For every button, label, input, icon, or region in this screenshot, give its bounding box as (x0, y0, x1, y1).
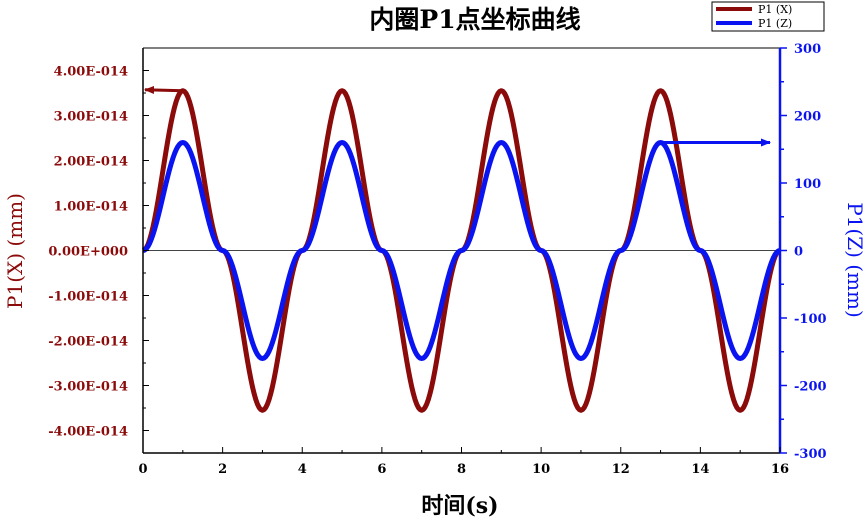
x-tick-label-4: 8 (457, 462, 466, 477)
x-tick-label-7: 14 (691, 462, 709, 477)
y-left-tick-label-1: 3.00E-014 (54, 110, 128, 125)
y-left-tick-label-2: 2.00E-014 (54, 155, 128, 170)
legend-box (711, 1, 825, 32)
x-tick-label-8: 16 (771, 462, 789, 477)
y-left-tick-label-3: 1.00E-014 (54, 200, 128, 215)
chart-title: 内圈P1点坐标曲线 (369, 5, 580, 34)
plot-area: 0 2 4 6 8 10 12 14 16 4.00E-014 3.00E-014 2.00E-014… (48, 42, 826, 477)
y-left-tick-label-0: 4.00E-014 (54, 65, 128, 80)
x-axis-label: 时间(s) (421, 493, 498, 518)
y-left-tick-label-7: -3.00E-014 (48, 380, 128, 395)
left-axis-arrow (144, 85, 183, 94)
y-left-tick-label-5: -1.00E-014 (48, 290, 128, 305)
y-left-tick-label-8: -4.00E-014 (48, 425, 128, 440)
x-tick-label-2: 4 (298, 462, 307, 477)
y-right-tick-label-5: -200 (794, 380, 827, 395)
x-tick-label-6: 12 (612, 462, 630, 477)
series-line-1 (142, 140, 781, 361)
legend: P1 (X) P1 (Z) (711, 1, 825, 32)
x-tick-label-0: 0 (138, 462, 147, 477)
legend-label-p1z: P1 (Z) (758, 17, 792, 30)
x-tick-label-5: 10 (532, 462, 550, 477)
x-tick-label-3: 6 (377, 462, 386, 477)
y-right-tick-label-6: -300 (794, 447, 827, 462)
y-left-tick-label-4: 0.00E+000 (48, 245, 128, 260)
x-tick-label-1: 2 (218, 462, 227, 477)
y-axis-label-left: P1(X) (mm) (3, 193, 27, 309)
y-axis-label-right: P1(Z) (mm) (843, 202, 867, 318)
y-right-tick-label-3: 0 (794, 245, 803, 260)
y-right-tick-label-1: 200 (794, 110, 821, 125)
y-right-tick-label-2: 100 (794, 177, 821, 192)
y-right-tick-label-4: -100 (794, 312, 827, 327)
y-right-tick-label-0: 300 (794, 42, 821, 57)
legend-label-p1x: P1 (X) (758, 3, 792, 16)
y-left-tick-label-6: -2.00E-014 (48, 335, 128, 350)
